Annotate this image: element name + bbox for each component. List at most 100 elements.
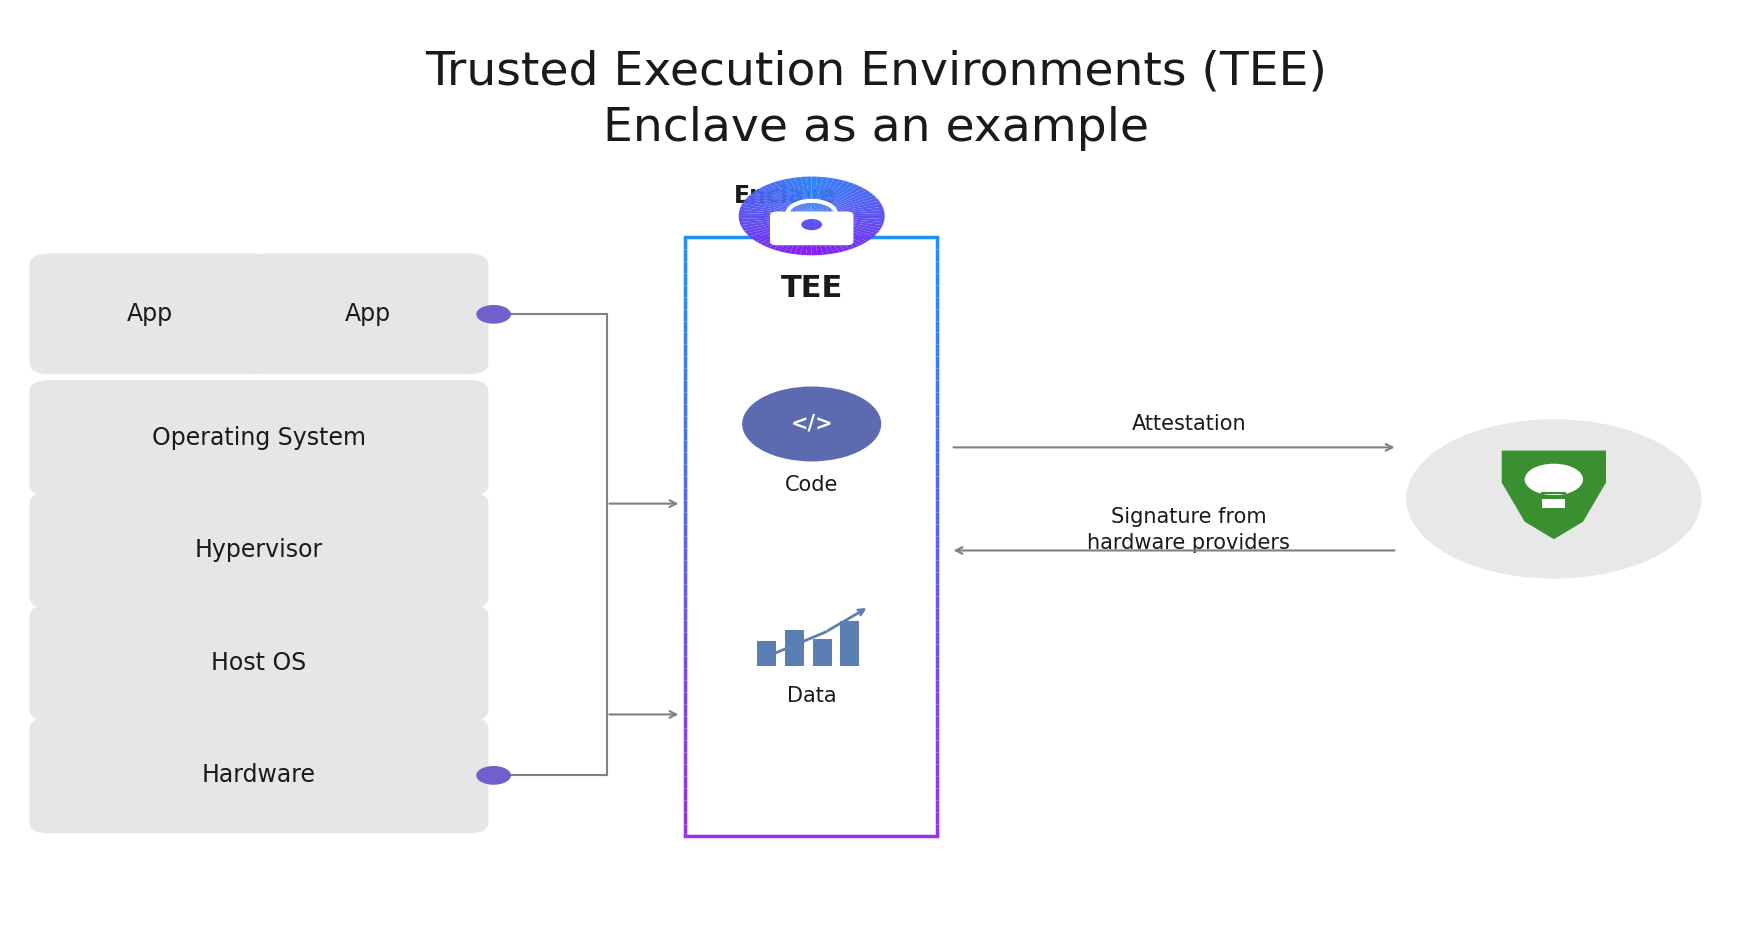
Wedge shape (788, 178, 811, 216)
Wedge shape (757, 188, 811, 216)
Wedge shape (811, 190, 871, 216)
Wedge shape (741, 204, 811, 216)
Wedge shape (811, 181, 850, 216)
Wedge shape (795, 177, 811, 216)
Wedge shape (811, 193, 874, 216)
FancyBboxPatch shape (769, 211, 853, 245)
Text: Operating System: Operating System (152, 426, 366, 450)
Wedge shape (811, 216, 871, 242)
Bar (1542, 498, 1565, 508)
Text: </>: </> (790, 414, 832, 434)
Wedge shape (739, 216, 811, 219)
FancyBboxPatch shape (30, 493, 489, 609)
Wedge shape (783, 179, 811, 216)
Wedge shape (745, 216, 811, 234)
Bar (813, 639, 832, 666)
Wedge shape (811, 216, 885, 219)
Wedge shape (811, 178, 834, 216)
Wedge shape (811, 216, 867, 243)
Wedge shape (811, 216, 874, 239)
FancyBboxPatch shape (30, 717, 489, 833)
Wedge shape (811, 213, 885, 216)
FancyBboxPatch shape (247, 253, 489, 375)
Wedge shape (778, 180, 811, 216)
Wedge shape (811, 216, 834, 254)
Circle shape (477, 766, 512, 785)
FancyBboxPatch shape (30, 379, 489, 496)
Text: App: App (345, 301, 391, 326)
Wedge shape (783, 216, 811, 253)
Wedge shape (743, 216, 811, 231)
Wedge shape (746, 216, 811, 237)
Wedge shape (811, 198, 880, 216)
Wedge shape (774, 181, 811, 216)
Wedge shape (801, 177, 811, 216)
FancyBboxPatch shape (664, 225, 958, 847)
Wedge shape (811, 216, 880, 234)
Wedge shape (764, 216, 811, 248)
Wedge shape (811, 177, 823, 216)
Wedge shape (811, 216, 844, 252)
Wedge shape (811, 210, 885, 216)
Wedge shape (750, 216, 811, 239)
Wedge shape (811, 216, 850, 251)
Wedge shape (811, 216, 883, 228)
Wedge shape (739, 216, 811, 223)
Wedge shape (811, 186, 864, 216)
Text: Enclave: Enclave (734, 184, 836, 208)
Wedge shape (811, 216, 858, 248)
Wedge shape (750, 193, 811, 216)
Wedge shape (811, 188, 867, 216)
Wedge shape (757, 216, 811, 243)
Wedge shape (760, 216, 811, 246)
Circle shape (1407, 419, 1701, 578)
Wedge shape (811, 195, 876, 216)
Wedge shape (753, 216, 811, 242)
Wedge shape (806, 216, 811, 255)
Wedge shape (811, 184, 858, 216)
Wedge shape (811, 216, 839, 253)
Wedge shape (811, 177, 818, 216)
Wedge shape (811, 206, 883, 216)
Wedge shape (811, 216, 829, 255)
Wedge shape (778, 216, 811, 252)
Wedge shape (795, 216, 811, 255)
Wedge shape (745, 198, 811, 216)
Wedge shape (739, 206, 811, 216)
Wedge shape (811, 180, 844, 216)
Wedge shape (811, 216, 883, 225)
Wedge shape (774, 216, 811, 251)
Wedge shape (811, 179, 839, 216)
Wedge shape (806, 177, 811, 216)
Bar (841, 621, 860, 666)
Text: Host OS: Host OS (212, 650, 307, 675)
Wedge shape (811, 216, 881, 231)
Text: Code: Code (785, 475, 839, 495)
FancyBboxPatch shape (30, 605, 489, 721)
Bar (757, 641, 776, 666)
Wedge shape (769, 183, 811, 216)
Circle shape (477, 305, 512, 323)
Wedge shape (764, 184, 811, 216)
Wedge shape (811, 216, 823, 255)
Wedge shape (739, 210, 811, 216)
Wedge shape (760, 186, 811, 216)
Wedge shape (811, 216, 855, 249)
Bar (785, 631, 804, 666)
Circle shape (1524, 464, 1584, 495)
Text: App: App (128, 301, 173, 326)
Wedge shape (788, 216, 811, 254)
Wedge shape (811, 216, 818, 255)
Wedge shape (811, 204, 883, 216)
Wedge shape (811, 183, 855, 216)
Text: Data: Data (787, 686, 836, 706)
Polygon shape (1501, 451, 1607, 539)
Wedge shape (739, 216, 811, 225)
Wedge shape (801, 216, 811, 255)
Wedge shape (811, 201, 881, 216)
Wedge shape (746, 195, 811, 216)
Wedge shape (811, 177, 829, 216)
Wedge shape (811, 216, 885, 223)
Wedge shape (769, 216, 811, 249)
Circle shape (801, 219, 822, 230)
